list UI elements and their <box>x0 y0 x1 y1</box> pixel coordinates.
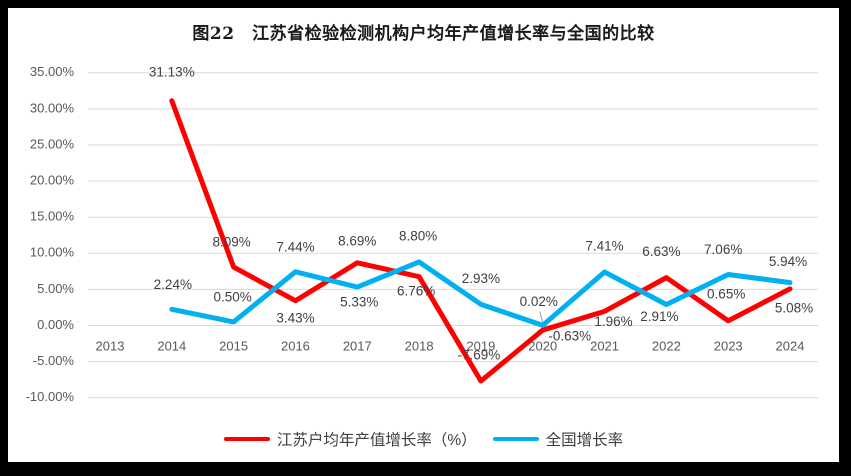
data-label-jiangsu-2017: 8.69% <box>338 233 376 248</box>
data-label-national-2018: 8.80% <box>399 229 437 244</box>
x-tick-label: 2024 <box>776 338 805 353</box>
data-label-jiangsu-2020: -0.63% <box>548 329 591 344</box>
data-label-national-2017: 5.33% <box>340 295 378 310</box>
y-tick-label: 35.00% <box>30 64 75 79</box>
y-tick-label: 25.00% <box>30 136 75 151</box>
x-tick-label: 2015 <box>219 338 248 353</box>
x-tick-label: 2018 <box>405 338 434 353</box>
y-tick-label: -10.00% <box>26 389 75 404</box>
x-tick-label: 2014 <box>157 338 186 353</box>
x-tick-label: 2021 <box>590 338 619 353</box>
legend-label-national: 全国增长率 <box>545 432 624 449</box>
data-label-national-2022: 2.91% <box>640 309 678 324</box>
legend-swatch-national-line <box>492 437 539 441</box>
legend-label-jiangsu: 江苏户均年产值增长率（%） <box>276 432 477 449</box>
data-label-jiangsu-2023: 0.65% <box>707 286 745 301</box>
data-label-national-2014: 2.24% <box>154 277 192 292</box>
x-tick-label: 2023 <box>714 338 743 353</box>
data-label-jiangsu-2018: 6.76% <box>397 283 435 298</box>
x-tick-label: 2019 <box>466 338 495 353</box>
y-tick-label: 15.00% <box>30 209 75 224</box>
series-line-national <box>169 259 793 328</box>
plot-svg: 35.00% 30.00% 25.00% 20.00% 15.00% 10.00% 5.00… <box>26 64 818 404</box>
data-label-jiangsu-2016: 3.43% <box>276 310 314 325</box>
x-tick-label: 2022 <box>652 338 681 353</box>
data-label-jiangsu-2022: 6.63% <box>642 244 680 259</box>
data-label-jiangsu-2014: 31.13% <box>149 64 195 79</box>
x-tick-label: 2020 <box>528 338 557 353</box>
legend-item-national: 全国增长率 <box>492 428 624 450</box>
legend-swatch-jiangsu-line <box>223 437 270 441</box>
y-tick-label: 20.00% <box>30 173 75 188</box>
legend-item-jiangsu: 江苏户均年产值增长率（%） <box>223 428 477 450</box>
data-label-jiangsu-2024: 5.08% <box>775 300 813 315</box>
data-label-jiangsu-2015: 8.09% <box>212 235 250 250</box>
legend: 江苏户均年产值增长率（%） 全国增长率 <box>8 428 839 450</box>
data-label-national-2021: 7.41% <box>585 239 623 254</box>
data-label-national-2024: 5.94% <box>769 254 807 269</box>
y-tick-label: -5.00% <box>33 353 75 368</box>
x-tick-label: 2016 <box>281 338 310 353</box>
y-tick-label: 0.00% <box>37 317 74 332</box>
y-tick-label: 10.00% <box>30 245 75 260</box>
x-tick-label: 2017 <box>343 338 372 353</box>
x-tick-label: 2013 <box>96 338 125 353</box>
data-label-national-2020: 0.02% <box>520 294 558 309</box>
chart-canvas: 图22 江苏省检验检测机构户均年产值增长率与全国的比较 35.00% 30.00%… <box>8 8 839 462</box>
data-label-jiangsu-2021: 1.96% <box>594 314 632 329</box>
data-label-national-2019: 2.93% <box>462 271 500 286</box>
data-label-national-2016: 7.44% <box>276 239 314 254</box>
y-tick-label: 30.00% <box>30 100 75 115</box>
data-label-national-2015: 0.50% <box>213 289 251 304</box>
chart-title: 图22 江苏省检验检测机构户均年产值增长率与全国的比较 <box>192 24 655 44</box>
data-label-national-2023: 7.06% <box>704 242 742 257</box>
leader-line <box>539 311 544 323</box>
data-label-jiangsu-2019: -7.69% <box>458 348 501 363</box>
y-tick-label: 5.00% <box>37 281 74 296</box>
